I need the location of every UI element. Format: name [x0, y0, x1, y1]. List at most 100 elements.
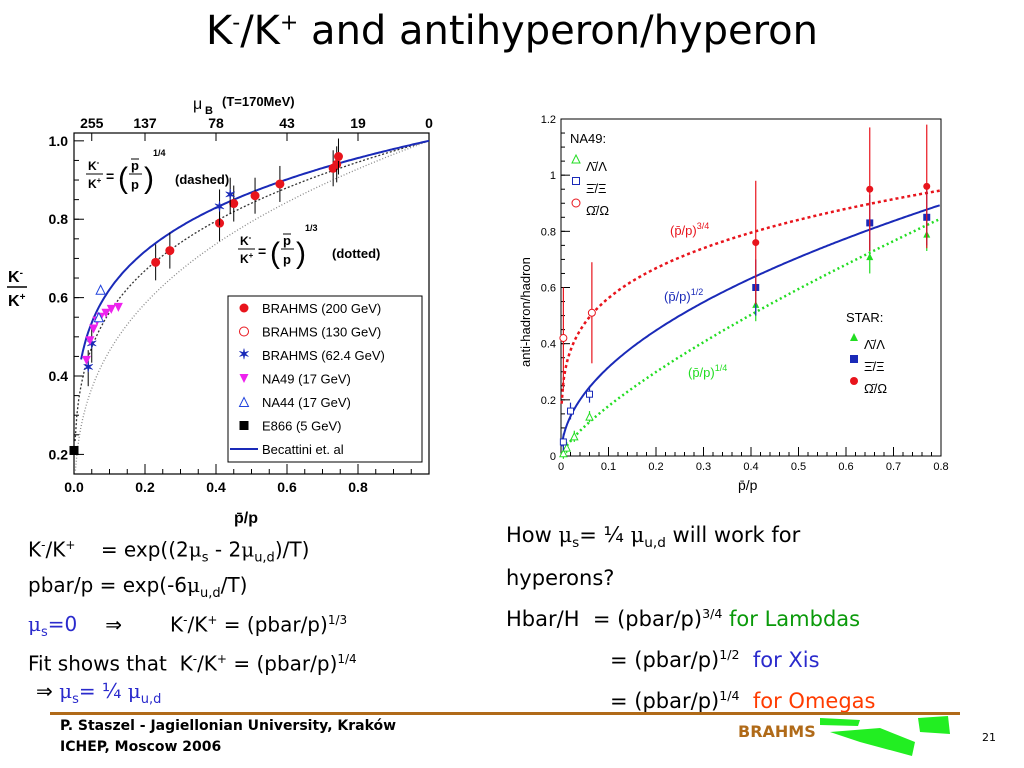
data-point: [165, 246, 175, 256]
data-point: [332, 159, 342, 169]
right-chart: 0 0.1 0.2 0.3 0.4 0.5 0.6 0.7 0.8 0 0.2 0.4 0.6 0.8 1 1…: [518, 114, 949, 493]
brahms-logo-graphic: [820, 716, 950, 756]
data-point: [81, 355, 91, 365]
page-number: 21: [982, 731, 996, 744]
right-xtick-label: 0.8: [933, 461, 948, 473]
right-chart-points: [559, 124, 931, 459]
footer-author: P. Staszel - Jagiellonian University, Kr…: [60, 718, 397, 734]
data-point: [151, 257, 161, 267]
legend-label: E866 (5 GeV): [262, 419, 342, 434]
curve-label-12: (p̄/p)1/2: [664, 287, 703, 304]
legend-marker: [850, 333, 858, 341]
legend-label: Λ̄/Λ: [586, 159, 607, 174]
top-axis-mu: μ: [193, 96, 202, 113]
svg-text:=: =: [258, 243, 266, 259]
legend-label: NA44 (17 GeV): [262, 395, 351, 410]
data-point: [250, 191, 260, 201]
left-chart-points: ✶✶✶✶: [69, 138, 343, 455]
data-point: [333, 152, 343, 162]
legend-marker: [850, 355, 858, 363]
left-line-3: μs=0 ⇒ K-/K+ = (pbar/p)1/3: [28, 612, 348, 641]
right-xlabel: p̄/p: [738, 477, 758, 493]
data-point: [923, 182, 931, 190]
right-plot-frame: [560, 118, 942, 457]
left-ytick-label: 1.0: [49, 133, 69, 149]
data-point: [562, 442, 572, 452]
data-point: [559, 448, 568, 458]
svg-text:(dashed): (dashed): [175, 172, 229, 187]
legend-marker: [571, 198, 581, 208]
data-point: ✶: [86, 336, 98, 352]
legend-marker: [239, 303, 249, 313]
legend-marker: [238, 396, 250, 407]
curve-14: [560, 217, 941, 455]
left-top-tick-label: 137: [133, 115, 157, 131]
data-point: [106, 304, 116, 314]
right-xtick-label: 0.4: [743, 461, 758, 473]
left-xtick-label: 0.4: [206, 479, 226, 495]
data-point: [559, 334, 568, 343]
star-legend-title: STAR:: [846, 310, 883, 325]
right-ytick-label: 1: [550, 170, 556, 182]
left-xlabel: p̄/p: [234, 510, 258, 527]
legend-label: Ω̄/Ω: [864, 381, 887, 396]
data-point: [229, 199, 239, 209]
left-line-1: K-/K+ = exp((2μs - 2μu,d)/T): [28, 537, 310, 566]
right-ytick-label: 0.4: [541, 339, 556, 351]
left-top-tick-label: 78: [208, 115, 224, 131]
data-point: [89, 324, 99, 334]
data-point: [85, 336, 95, 346]
right-xtick-label: 0.3: [696, 461, 711, 473]
right-xtick-label: 0: [558, 461, 564, 473]
footer-divider: [50, 712, 960, 715]
left-top-tick-label: 0: [425, 115, 433, 131]
left-line-4: Fit shows that K-/K+ = (pbar/p)1/4: [28, 651, 357, 676]
data-point: ✶: [214, 198, 226, 214]
formula-dotted: K- K+ = ( p p ) 1/3 (dotted): [238, 223, 380, 270]
left-ytick-label: 0.8: [49, 211, 69, 227]
legend-marker: [572, 177, 580, 185]
data-point: [559, 438, 567, 446]
data-point: [95, 284, 106, 295]
data-point: [275, 179, 285, 189]
legend-marker: [571, 153, 581, 164]
top-axis-sub: B: [205, 105, 213, 117]
right-line-4: = (pbar/p)1/2 for Xis: [610, 647, 820, 673]
svg-text:(: (: [270, 237, 280, 270]
svg-text:K+: K+: [88, 176, 102, 191]
right-ytick-label: 1.2: [541, 114, 556, 126]
svg-text:): ): [296, 237, 306, 270]
svg-text:K+: K+: [240, 251, 254, 266]
left-ytick-label: 0.4: [49, 368, 69, 384]
curve-label-34: (p̄/p)3/4: [670, 221, 709, 238]
legend-marker: ✶: [238, 346, 250, 362]
legend-label: Ω̄/Ω: [586, 203, 609, 218]
right-line-3: Hbar/H = (pbar/p)3/4 for Lambdas: [506, 606, 861, 632]
legend-label: Ξ̄/Ξ: [586, 181, 607, 196]
right-line-1: How μs= ¼ μu,d will work for: [506, 523, 801, 552]
svg-text:(dotted): (dotted): [332, 246, 380, 261]
right-line-2: hyperons?: [506, 566, 615, 591]
svg-text:p: p: [283, 233, 291, 248]
data-point: [752, 239, 760, 247]
data-point: [101, 308, 111, 318]
legend-marker: [850, 377, 858, 385]
data-point: ✶: [224, 187, 236, 203]
right-text-block: How μs= ¼ μu,d will work for hyperons? H…: [506, 518, 875, 719]
left-xtick-label: 0.8: [348, 479, 368, 495]
legend-label: Becattini et. al: [262, 442, 344, 457]
curve-12: [560, 204, 941, 447]
right-xtick-label: 0.5: [791, 461, 806, 473]
left-top-tick-label: 19: [350, 115, 366, 131]
right-chart-curves: [560, 189, 941, 455]
svg-text:K-: K-: [88, 158, 100, 173]
data-point: [585, 412, 594, 421]
brahms-logo-text: BRAHMS: [738, 722, 816, 741]
left-text-block: K-/K+ = exp((2μs - 2μu,d)/T) pbar/p = ex…: [28, 532, 357, 713]
data-point: [586, 390, 593, 398]
right-xtick-label: 0.6: [838, 461, 853, 473]
legend-label: BRAHMS (62.4 GeV): [262, 348, 385, 363]
data-point: [866, 185, 874, 193]
na49-legend: Λ̄/Λ Ξ̄/Ξ Ω̄/Ω: [571, 153, 609, 218]
svg-text:p: p: [131, 158, 139, 173]
